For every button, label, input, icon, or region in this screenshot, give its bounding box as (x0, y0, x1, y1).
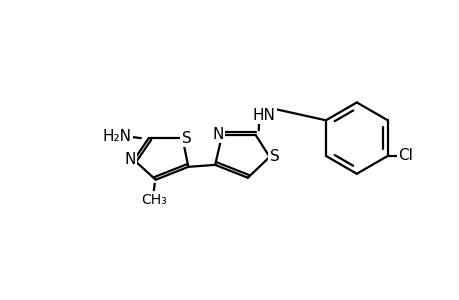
Text: H₂N: H₂N (102, 129, 131, 144)
Text: N: N (212, 127, 224, 142)
Text: S: S (269, 149, 279, 164)
Text: Cl: Cl (397, 148, 412, 164)
Text: CH₃: CH₃ (140, 193, 166, 206)
Text: S: S (181, 130, 191, 146)
Text: N: N (124, 152, 135, 167)
Text: HN: HN (252, 108, 274, 123)
